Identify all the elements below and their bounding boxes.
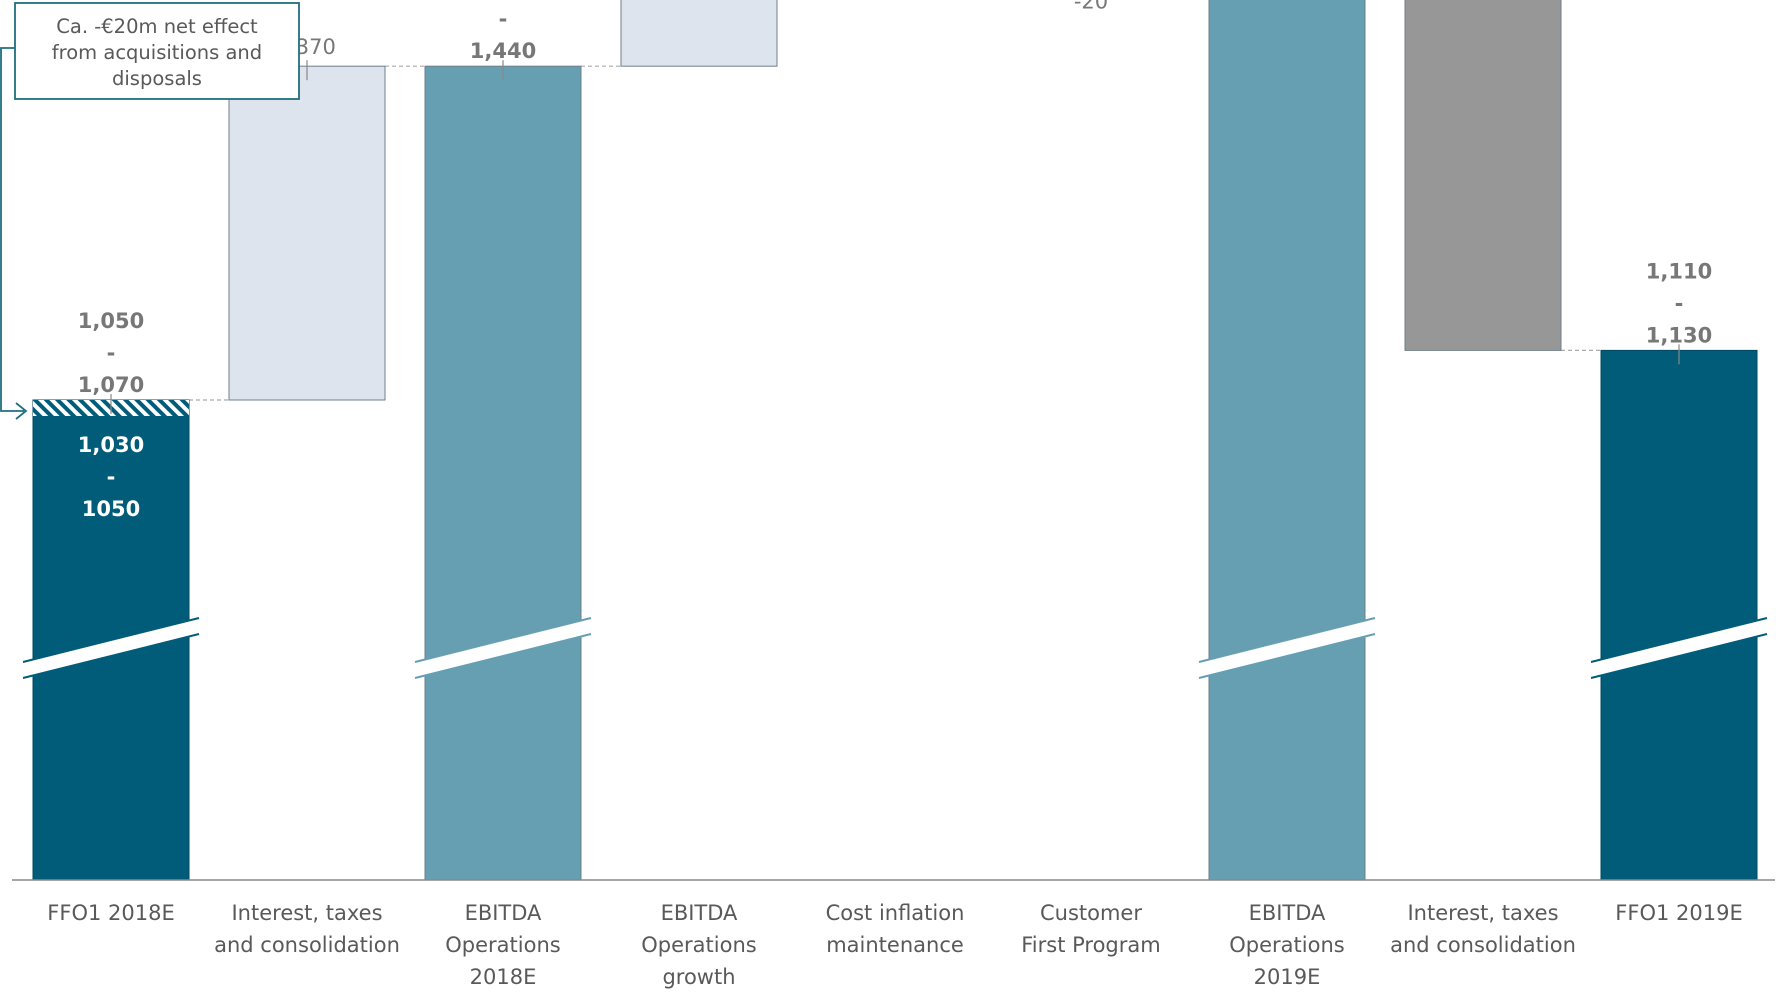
category-label-7-3: 2019E <box>1254 965 1321 989</box>
axis-break-line-b-7 <box>1198 633 1376 679</box>
value-label-6: -20 <box>1074 0 1108 13</box>
axis-break-line-a-3 <box>414 617 592 663</box>
bar-8 <box>1404 0 1562 351</box>
value-label-1-1: 1,050 <box>78 309 144 333</box>
annotation-text-1: Ca. -€20m net effect <box>56 15 258 38</box>
category-label-3-3: 2018E <box>470 965 537 989</box>
value-label-9-3: 1,130 <box>1646 323 1712 347</box>
value-label-1-2: - <box>107 341 116 365</box>
category-label-2-1: Interest, taxes <box>231 901 382 925</box>
axis-break-line-a-1 <box>22 617 200 663</box>
category-label-4-3: growth <box>662 965 735 989</box>
category-label-2-2: and consolidation <box>214 933 400 957</box>
category-label-6-2: First Program <box>1021 933 1160 957</box>
axis-break-line-a-9 <box>1590 617 1768 663</box>
inner-label-1-1: 1,030 <box>78 433 144 457</box>
annotation-text-3: disposals <box>112 67 202 90</box>
axis-break-line-b-1 <box>22 633 200 679</box>
axis-break-7 <box>1199 618 1375 678</box>
axis-break-3 <box>415 618 591 678</box>
value-label-1-3: 1,070 <box>78 373 144 397</box>
category-label-3-1: EBITDA <box>465 901 542 925</box>
category-label-5-1: Cost inflation <box>826 901 965 925</box>
bar-9 <box>1600 349 1758 881</box>
axis-break-line-a-7 <box>1198 617 1376 663</box>
value-label-3-2: - <box>499 7 508 31</box>
category-label-6-1: Customer <box>1040 901 1142 925</box>
axis-break-1 <box>23 618 199 678</box>
category-label-3-2: Operations <box>445 933 560 957</box>
category-label-1-1: FFO1 2018E <box>47 901 174 925</box>
category-label-9-1: FFO1 2019E <box>1615 901 1742 925</box>
value-label-9-1: 1,110 <box>1646 259 1712 283</box>
bar-4 <box>620 0 778 67</box>
inner-label-1-3: 1050 <box>82 497 140 521</box>
axis-break-9 <box>1591 618 1767 678</box>
axis-break-line-b-9 <box>1590 633 1768 679</box>
bar-2 <box>228 65 386 401</box>
category-label-4-1: EBITDA <box>661 901 738 925</box>
category-label-7-2: Operations <box>1229 933 1344 957</box>
category-label-8-2: and consolidation <box>1390 933 1576 957</box>
category-label-7-1: EBITDA <box>1249 901 1326 925</box>
category-label-8-1: Interest, taxes <box>1407 901 1558 925</box>
annotation-arrow-head <box>15 402 28 420</box>
inner-label-1-2: - <box>107 465 116 489</box>
category-label-5-2: maintenance <box>826 933 964 957</box>
category-label-4-2: Operations <box>641 933 756 957</box>
annotation-text-2: from acquisitions and <box>52 41 262 64</box>
bar-7 <box>1208 0 1366 881</box>
annotation-box <box>14 2 300 100</box>
annotation-arrow-line <box>0 47 24 412</box>
value-label-9-2: - <box>1675 291 1684 315</box>
bar-3 <box>424 65 582 881</box>
value-label-3-3: 1,440 <box>470 39 536 63</box>
axis-break-line-b-3 <box>414 633 592 679</box>
